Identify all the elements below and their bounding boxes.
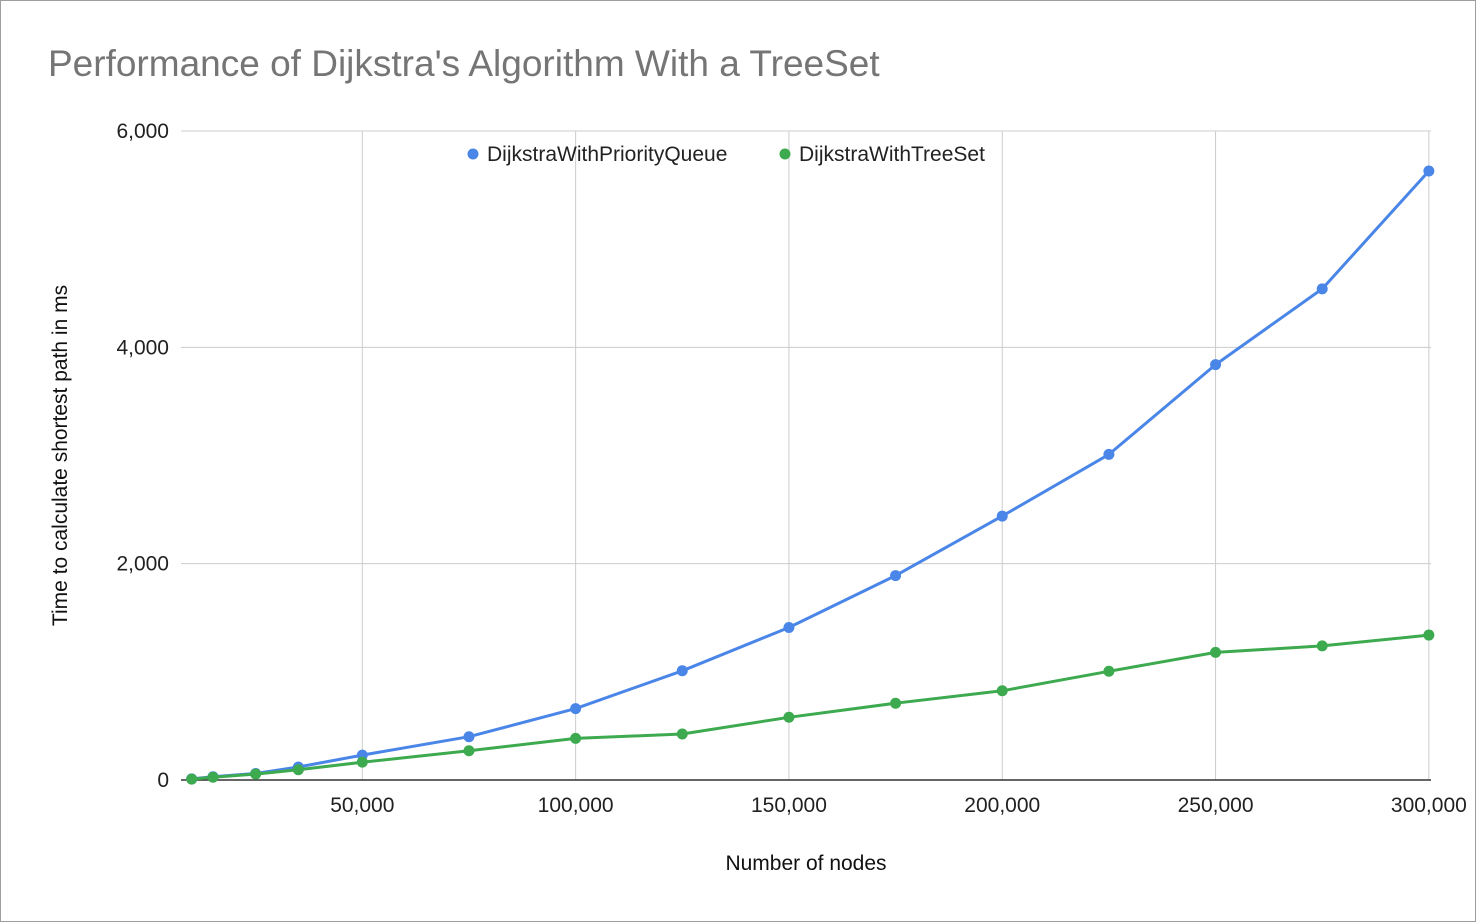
series-1-point bbox=[676, 728, 688, 740]
y-tick-label: 0 bbox=[157, 769, 169, 792]
series-0-point bbox=[1210, 359, 1222, 371]
series-0-point bbox=[783, 621, 795, 633]
series-1-point bbox=[1316, 640, 1328, 652]
x-tick-label: 150,000 bbox=[751, 794, 827, 817]
series-line-0 bbox=[191, 169, 1431, 781]
series-1-point bbox=[890, 697, 902, 709]
series-1-point bbox=[1210, 646, 1222, 658]
x-tick-label: 200,000 bbox=[964, 794, 1040, 817]
legend-marker-1 bbox=[779, 148, 791, 160]
y-axis-title: Time to calculate shortest path in ms bbox=[49, 285, 72, 626]
series-1-point bbox=[783, 711, 795, 723]
y-tick-label: 4,000 bbox=[116, 336, 169, 359]
x-tick-label: 50,000 bbox=[330, 794, 394, 817]
series-1-point bbox=[463, 745, 475, 757]
series-0-point bbox=[1316, 283, 1328, 295]
series-1-point bbox=[250, 768, 262, 780]
x-tick-label: 300,000 bbox=[1391, 794, 1467, 817]
series-1-point bbox=[1423, 629, 1435, 641]
legend-label-1: DijkstraWithTreeSet bbox=[799, 143, 985, 166]
series-1-point bbox=[186, 773, 198, 785]
chart-title: Performance of Dijkstra's Algorithm With… bbox=[48, 43, 880, 84]
series-0-point bbox=[1103, 448, 1115, 460]
x-tick-label: 100,000 bbox=[538, 794, 614, 817]
x-axis-title: Number of nodes bbox=[725, 852, 886, 875]
series-1-point bbox=[207, 771, 219, 783]
series-1-point bbox=[356, 756, 368, 768]
series-0-point bbox=[996, 510, 1008, 522]
series-line-1 bbox=[191, 633, 1430, 781]
y-tick-label: 6,000 bbox=[116, 120, 169, 143]
series-1-point bbox=[996, 685, 1008, 697]
series-0-point bbox=[570, 703, 582, 715]
series-1-point bbox=[292, 764, 304, 776]
y-tick-label: 2,000 bbox=[116, 553, 169, 576]
series-0-point bbox=[1423, 165, 1435, 177]
series-1-point bbox=[570, 732, 582, 744]
x-tick-label: 250,000 bbox=[1178, 794, 1254, 817]
series-1-point bbox=[1103, 665, 1115, 677]
legend-label-0: DijkstraWithPriorityQueue bbox=[487, 143, 727, 166]
series-0-point bbox=[676, 665, 688, 677]
series-0-point bbox=[890, 570, 902, 582]
legend-marker-0 bbox=[467, 148, 479, 160]
series-0-point bbox=[463, 731, 475, 743]
